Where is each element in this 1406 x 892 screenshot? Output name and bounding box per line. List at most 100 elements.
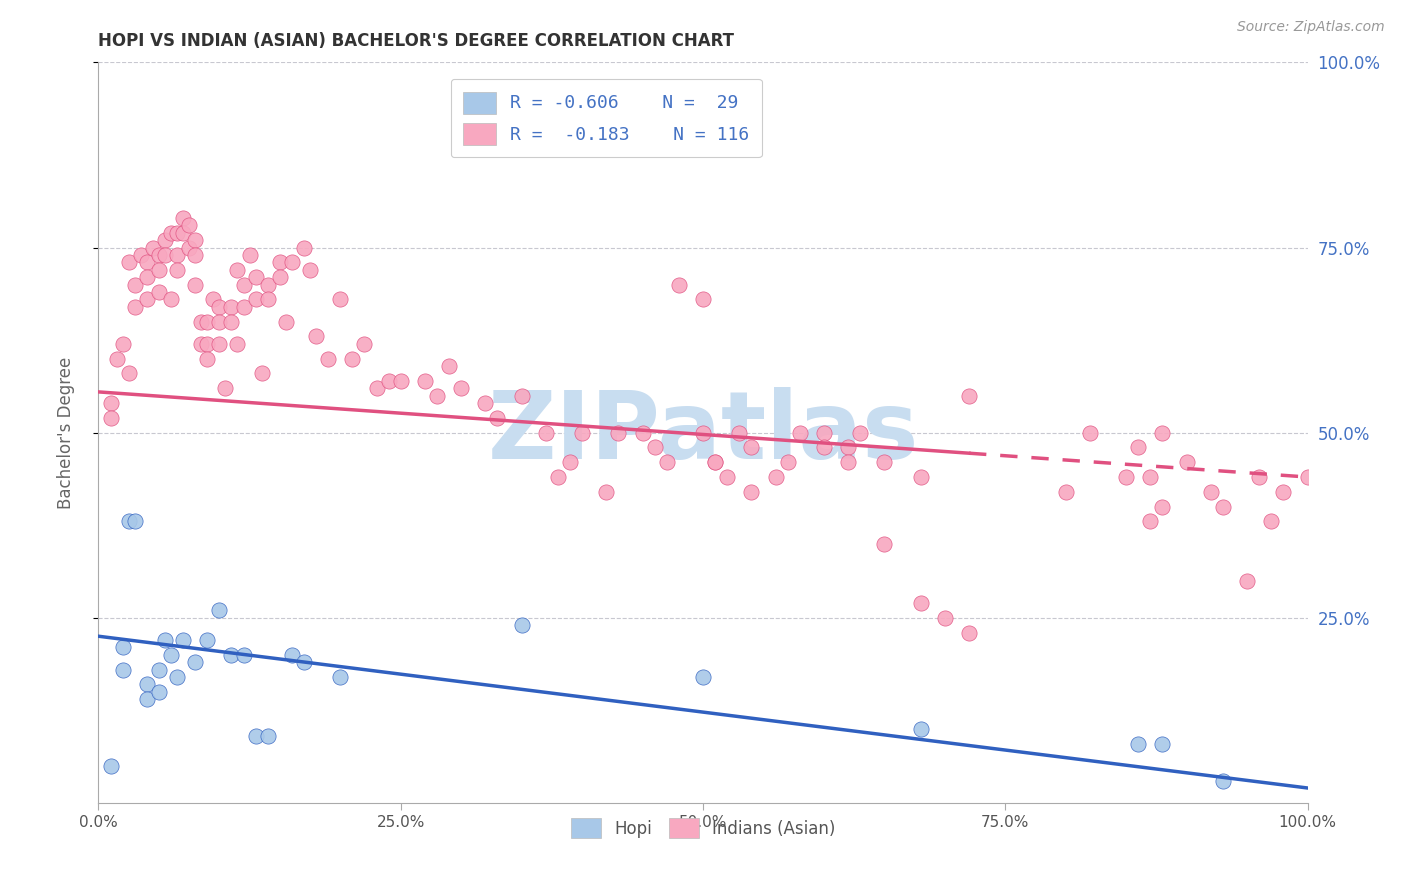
Point — [316, 351, 339, 366]
Point — [124, 515, 146, 529]
Point — [957, 388, 980, 402]
Point — [957, 625, 980, 640]
Point — [765, 470, 787, 484]
Point — [135, 677, 157, 691]
Point — [232, 300, 254, 314]
Point — [1272, 484, 1295, 499]
Point — [655, 455, 678, 469]
Point — [1152, 737, 1174, 751]
Point — [269, 255, 291, 269]
Point — [208, 336, 231, 351]
Point — [221, 300, 243, 314]
Point — [704, 455, 727, 469]
Point — [1260, 515, 1282, 529]
Point — [256, 729, 278, 743]
Point — [474, 396, 496, 410]
Point — [1128, 737, 1150, 751]
Point — [100, 396, 122, 410]
Point — [558, 455, 581, 469]
Point — [118, 255, 141, 269]
Point — [692, 293, 714, 307]
Point — [1152, 500, 1174, 514]
Point — [413, 374, 436, 388]
Point — [245, 293, 267, 307]
Point — [292, 655, 315, 669]
Legend: Hopi, Indians (Asian): Hopi, Indians (Asian) — [560, 806, 846, 850]
Point — [740, 441, 762, 455]
Point — [195, 632, 218, 647]
Point — [195, 314, 218, 328]
Point — [366, 381, 388, 395]
Point — [148, 663, 170, 677]
Y-axis label: Bachelor's Degree: Bachelor's Degree — [56, 357, 75, 508]
Point — [172, 226, 194, 240]
Point — [281, 648, 304, 662]
Point — [1249, 470, 1271, 484]
Point — [142, 240, 165, 255]
Text: HOPI VS INDIAN (ASIAN) BACHELOR'S DEGREE CORRELATION CHART: HOPI VS INDIAN (ASIAN) BACHELOR'S DEGREE… — [98, 32, 734, 50]
Point — [160, 293, 183, 307]
Point — [740, 484, 762, 499]
Point — [184, 655, 207, 669]
Point — [221, 314, 243, 328]
Point — [148, 248, 170, 262]
Point — [135, 293, 157, 307]
Point — [135, 270, 157, 285]
Point — [148, 262, 170, 277]
Point — [668, 277, 690, 292]
Point — [329, 670, 352, 684]
Text: ZIPatlas: ZIPatlas — [488, 386, 918, 479]
Point — [450, 381, 472, 395]
Point — [426, 388, 449, 402]
Point — [111, 663, 134, 677]
Point — [226, 262, 249, 277]
Point — [166, 262, 188, 277]
Point — [153, 248, 176, 262]
Point — [1115, 470, 1137, 484]
Point — [190, 314, 212, 328]
Point — [837, 455, 859, 469]
Point — [353, 336, 375, 351]
Point — [377, 374, 399, 388]
Point — [595, 484, 617, 499]
Point — [148, 685, 170, 699]
Point — [281, 255, 304, 269]
Point — [256, 293, 278, 307]
Point — [704, 455, 727, 469]
Point — [305, 329, 328, 343]
Point — [1128, 441, 1150, 455]
Point — [111, 336, 134, 351]
Point — [1175, 455, 1198, 469]
Point — [571, 425, 593, 440]
Point — [184, 277, 207, 292]
Point — [166, 248, 188, 262]
Point — [692, 670, 714, 684]
Point — [1296, 470, 1319, 484]
Point — [934, 610, 956, 624]
Point — [342, 351, 364, 366]
Point — [232, 277, 254, 292]
Point — [124, 300, 146, 314]
Point — [100, 758, 122, 772]
Point — [910, 470, 932, 484]
Point — [172, 632, 194, 647]
Point — [389, 374, 412, 388]
Point — [813, 425, 835, 440]
Point — [299, 262, 322, 277]
Point — [118, 515, 141, 529]
Point — [1152, 425, 1174, 440]
Point — [1212, 500, 1234, 514]
Point — [631, 425, 654, 440]
Point — [245, 270, 267, 285]
Point — [716, 470, 738, 484]
Point — [274, 314, 297, 328]
Point — [208, 314, 231, 328]
Point — [111, 640, 134, 655]
Point — [1054, 484, 1077, 499]
Point — [1236, 574, 1258, 588]
Point — [172, 211, 194, 225]
Point — [118, 367, 141, 381]
Point — [195, 351, 218, 366]
Point — [232, 648, 254, 662]
Point — [208, 300, 231, 314]
